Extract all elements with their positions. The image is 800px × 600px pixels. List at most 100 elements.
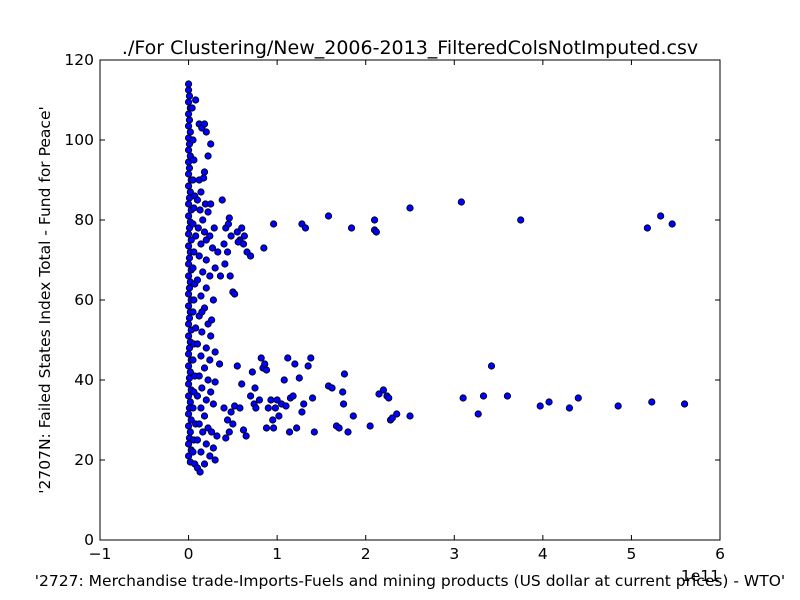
scatter-point bbox=[517, 216, 525, 224]
scatter-point bbox=[193, 276, 202, 284]
scatter-point bbox=[565, 404, 574, 412]
scatter-point bbox=[195, 372, 203, 380]
scatter-point bbox=[248, 368, 256, 376]
scatter-point bbox=[204, 152, 212, 160]
scatter-point bbox=[271, 404, 279, 412]
scatter-point bbox=[379, 386, 388, 394]
scatter-point bbox=[221, 260, 229, 268]
scatter-point bbox=[220, 404, 228, 412]
scatter-point bbox=[324, 212, 333, 220]
scatter-point bbox=[189, 448, 197, 456]
scatter-point bbox=[197, 240, 205, 248]
scatter-point bbox=[199, 428, 207, 436]
scatter-point bbox=[199, 268, 207, 276]
scatter-point bbox=[209, 444, 217, 452]
scatter-point bbox=[280, 376, 288, 384]
scatter-point bbox=[260, 244, 268, 252]
scatter-point bbox=[202, 236, 210, 244]
scatter-point bbox=[503, 392, 512, 400]
scatter-point bbox=[202, 128, 210, 136]
scatter-point bbox=[238, 380, 246, 388]
scatter-point bbox=[211, 348, 219, 356]
scatter-point bbox=[267, 396, 275, 404]
scatter-point bbox=[227, 408, 235, 416]
scatter-point bbox=[190, 204, 198, 212]
scatter-point bbox=[269, 220, 278, 228]
scatter-point bbox=[184, 320, 193, 328]
scatter-point bbox=[199, 216, 207, 224]
scatter-point bbox=[202, 396, 210, 404]
scatter-point bbox=[301, 224, 310, 232]
scatter-point bbox=[648, 398, 656, 406]
x-tick-label: 4 bbox=[538, 545, 548, 563]
scatter-point bbox=[223, 416, 232, 424]
scatter-point bbox=[190, 156, 198, 164]
scatter-point bbox=[184, 272, 193, 280]
scatter-point bbox=[206, 272, 214, 280]
scatter-point bbox=[184, 170, 193, 178]
scatter-point bbox=[307, 354, 315, 362]
scatter-point bbox=[227, 232, 235, 240]
scatter-point bbox=[298, 408, 306, 416]
scatter-point bbox=[192, 324, 200, 332]
scatter-point bbox=[211, 378, 219, 386]
scatter-point bbox=[198, 328, 206, 336]
scatter-point bbox=[229, 420, 237, 428]
y-tick-label: 120 bbox=[64, 51, 94, 69]
scatter-point bbox=[308, 394, 317, 402]
scatter-point bbox=[388, 414, 396, 422]
scatter-point bbox=[284, 354, 292, 362]
scatter-point bbox=[184, 212, 193, 220]
scatter-point bbox=[187, 416, 195, 424]
scatter-point bbox=[239, 240, 248, 248]
scatter-point bbox=[224, 220, 233, 228]
scatter-point bbox=[614, 402, 622, 410]
scatter-point bbox=[200, 228, 209, 236]
scatter-point bbox=[197, 352, 205, 360]
scatter-point bbox=[195, 252, 203, 260]
y-tick-label: 60 bbox=[74, 291, 94, 309]
scatter-point bbox=[190, 296, 198, 304]
scatter-point bbox=[246, 252, 255, 260]
scatter-point bbox=[185, 92, 194, 100]
scatter-point bbox=[184, 440, 193, 448]
scatter-point bbox=[269, 416, 277, 424]
x-tick-label: 5 bbox=[626, 545, 636, 563]
scatter-point bbox=[185, 314, 194, 322]
scatter-point bbox=[186, 398, 194, 406]
scatter-point bbox=[184, 146, 193, 154]
scatter-point bbox=[251, 384, 259, 392]
scatter-point bbox=[255, 396, 264, 404]
scatter-point bbox=[202, 440, 210, 448]
scatter-point bbox=[340, 370, 349, 378]
scatter-point bbox=[200, 460, 209, 468]
scatter-point bbox=[487, 362, 496, 370]
scatter-point bbox=[236, 404, 244, 412]
scatter-point bbox=[207, 200, 215, 208]
scatter-point bbox=[574, 394, 582, 402]
scatter-point bbox=[184, 290, 193, 298]
scatter-point bbox=[184, 230, 193, 238]
scatter-point bbox=[262, 424, 271, 432]
scatter-point bbox=[202, 256, 210, 264]
scatter-point bbox=[185, 116, 194, 124]
scatter-point bbox=[192, 96, 200, 104]
scatter-point bbox=[218, 196, 226, 204]
scatter-point bbox=[304, 362, 312, 370]
x-axis-offset-label: 1e11 bbox=[681, 567, 720, 585]
scatter-point bbox=[200, 168, 209, 176]
scatter-point bbox=[216, 272, 225, 280]
scatter-point bbox=[195, 420, 203, 428]
scatter-point bbox=[264, 404, 272, 412]
scatter-point bbox=[372, 228, 380, 236]
scatter-point bbox=[184, 332, 193, 340]
scatter-point bbox=[479, 392, 488, 400]
scatter-point bbox=[189, 404, 197, 412]
points-layer bbox=[184, 80, 689, 476]
scatter-point bbox=[668, 220, 676, 228]
scatter-point bbox=[226, 272, 234, 280]
scatter-point bbox=[184, 80, 193, 88]
scatter-point bbox=[207, 332, 215, 340]
scatter-point bbox=[295, 374, 303, 382]
